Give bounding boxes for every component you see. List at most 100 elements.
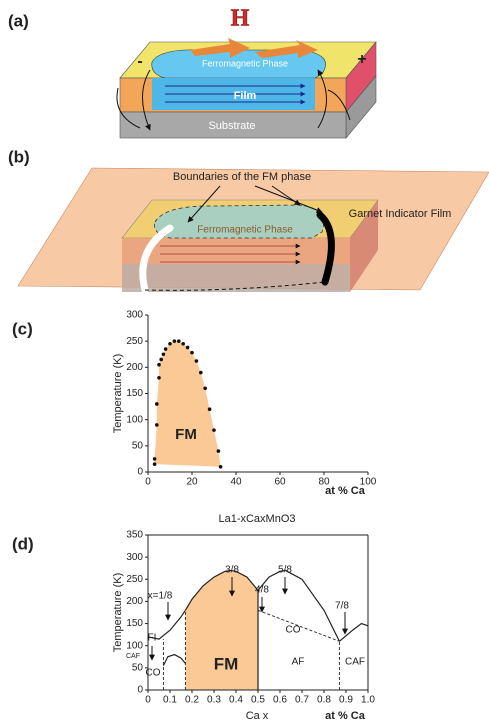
data-point <box>152 462 157 466</box>
fm-phase-top <box>151 49 326 79</box>
panel-b: (b) Boundaries of the FM phase Garnet In… <box>8 147 489 294</box>
field-arrow <box>190 38 318 58</box>
y-tick-label: 150 <box>126 618 143 629</box>
annotation: at % Ca <box>325 485 366 497</box>
panel-label: (a) <box>8 11 29 30</box>
substrate-front <box>119 111 347 139</box>
data-point <box>168 341 172 346</box>
y-tick-label: 0 <box>137 685 143 696</box>
data-point <box>155 423 159 427</box>
field-label: H <box>231 6 250 32</box>
film-side <box>350 200 378 292</box>
data-point <box>152 457 157 461</box>
annotation: CO <box>146 668 161 679</box>
data-point <box>163 347 168 351</box>
x-tick-label: 0.1 <box>163 695 177 706</box>
film-front <box>122 238 350 264</box>
panel-label: (c) <box>12 319 33 338</box>
x-tick-label: 0 <box>145 695 151 706</box>
x-tick-label: 80 <box>318 477 330 488</box>
phase-boundary <box>257 569 340 642</box>
x-axis-label: Ca x <box>246 710 269 722</box>
boundary-dashed <box>144 281 326 291</box>
pointer-arrows <box>187 185 323 223</box>
annotation: 4/8 <box>255 585 269 596</box>
y-tick-label: 250 <box>126 574 143 585</box>
annotation: 7/8 <box>335 601 349 612</box>
x-tick-label: 0.5 <box>251 695 265 706</box>
annotation: 3/8 <box>225 565 239 576</box>
panel-label: (d) <box>12 534 34 553</box>
panel-label: (b) <box>8 147 30 166</box>
y-tick-label: 200 <box>126 362 143 373</box>
x-tick-label: 0.4 <box>229 695 243 706</box>
phase-boundary <box>339 622 369 642</box>
annotation: AF <box>292 657 305 668</box>
flux-lines <box>116 69 351 131</box>
data-point <box>218 464 223 469</box>
substrate-label: Substrate <box>208 120 255 132</box>
data-point <box>185 345 190 350</box>
y-tick-label: 300 <box>126 310 143 321</box>
phase-boundary <box>162 653 186 666</box>
annotation: FM <box>214 654 239 673</box>
x-tick-label: 0 <box>145 477 151 488</box>
annotation: FI <box>148 633 157 644</box>
minus-label: - <box>137 53 142 70</box>
data-point <box>207 407 212 412</box>
y-tick-label: 200 <box>126 596 143 607</box>
annotation: x=1/8 <box>148 591 173 602</box>
y-tick-label: 0 <box>137 467 143 478</box>
film-label: Film <box>234 90 257 102</box>
data-point <box>216 449 221 453</box>
phase-boundary <box>257 609 340 642</box>
panel-a: (a) H Ferromagnetic Phase Film Substrate… <box>8 5 377 139</box>
phase-label: Ferromagnetic Phase <box>202 58 288 68</box>
annotation: CAF <box>345 657 365 668</box>
data-point <box>157 376 161 380</box>
fm-area <box>154 341 221 467</box>
x-tick-label: 0.8 <box>317 695 331 706</box>
phase-boundary <box>147 609 186 640</box>
x-tick-label: 40 <box>230 477 242 488</box>
data-point <box>155 402 159 406</box>
x-tick-label: 0.2 <box>185 695 199 706</box>
y-axis-label: Temperature (K) <box>112 573 124 652</box>
phase-boundary <box>184 569 259 611</box>
y-tick-label: 100 <box>126 414 143 425</box>
data-point <box>159 357 163 362</box>
y-tick-label: 250 <box>126 336 143 347</box>
data-point <box>181 341 185 346</box>
x-tick-label: 100 <box>360 477 377 488</box>
boundary-annotation: Boundaries of the FM phase <box>173 171 311 183</box>
x-tick-label: 1.0 <box>361 695 375 706</box>
boundary-white <box>139 224 174 294</box>
boundary-black <box>316 211 335 286</box>
data-point <box>212 428 216 432</box>
x-tick-label: 0.3 <box>207 695 221 706</box>
plus-label: + <box>357 51 366 68</box>
data-point <box>199 370 203 375</box>
annotation: CO <box>286 625 301 636</box>
data-point <box>161 352 166 357</box>
y-tick-label: 150 <box>126 388 143 399</box>
annotation: 5/8 <box>278 565 292 576</box>
y-tick-label: 350 <box>126 530 143 541</box>
x-tick-label: 0.7 <box>295 695 309 706</box>
data-point <box>203 386 207 391</box>
fm-area <box>185 570 258 690</box>
data-point <box>177 339 181 343</box>
data-point <box>194 359 199 363</box>
x-tick-label: 60 <box>274 477 286 488</box>
y-tick-label: 50 <box>132 662 144 673</box>
data-point <box>190 350 194 355</box>
magnetization-arrows <box>165 83 306 105</box>
substrate-front <box>122 264 350 292</box>
annotation: at % Ca <box>325 710 366 722</box>
y-tick-label: 300 <box>126 552 143 563</box>
x-tick-label: 0.6 <box>273 695 287 706</box>
annotation: CAF <box>126 653 140 660</box>
data-point <box>157 362 161 367</box>
phase-label: Ferromagnetic Phase <box>197 225 293 236</box>
